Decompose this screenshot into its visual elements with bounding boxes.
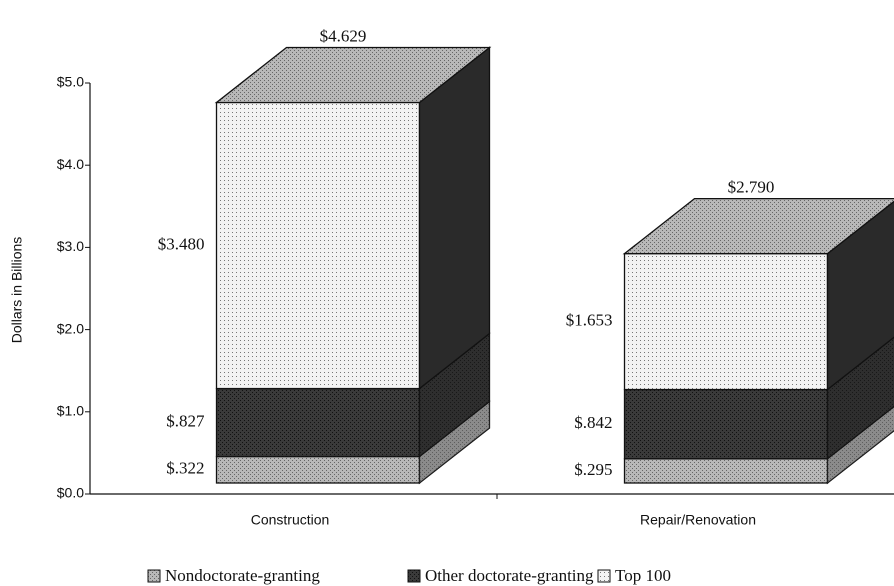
total-label: $2.790 (728, 178, 775, 197)
value-label: $1.653 (566, 311, 613, 330)
legend-label: Other doctorate-granting (425, 566, 594, 585)
value-label: $.295 (574, 460, 612, 479)
value-label: $.842 (574, 413, 612, 432)
legend-label: Top 100 (615, 566, 671, 585)
bar-segment (623, 253, 829, 391)
legend-swatch (407, 569, 421, 583)
bar-segment (215, 455, 421, 484)
bar-side (826, 405, 894, 485)
x-tick-label: Repair/Renovation (640, 512, 756, 528)
y-tick-label: $1.0 (57, 403, 84, 419)
bar-segment (215, 101, 421, 390)
bar-top (214, 46, 492, 104)
bar-segment (215, 387, 421, 458)
bar-side (826, 200, 894, 391)
bar-segment (623, 388, 829, 460)
legend-swatch (147, 569, 161, 583)
y-tick-label: $4.0 (57, 156, 84, 172)
value-label: $3.480 (158, 234, 205, 253)
bar-segment (623, 458, 829, 484)
legend-label: Nondoctorate-granting (165, 566, 320, 585)
bar-top (622, 198, 894, 255)
value-label: $.827 (166, 411, 205, 430)
bar-side (418, 46, 491, 390)
y-axis-label: Dollars in Billions (9, 237, 25, 344)
x-tick-label: Construction (251, 512, 330, 528)
legend-swatch (597, 569, 611, 583)
value-label: $.322 (166, 459, 204, 478)
y-tick-label: $0.0 (57, 485, 84, 501)
bar-side (826, 336, 894, 461)
total-label: $4.629 (320, 26, 367, 45)
y-tick-label: $5.0 (57, 74, 84, 90)
y-tick-label: $2.0 (57, 320, 84, 336)
y-tick-label: $3.0 (57, 238, 84, 254)
